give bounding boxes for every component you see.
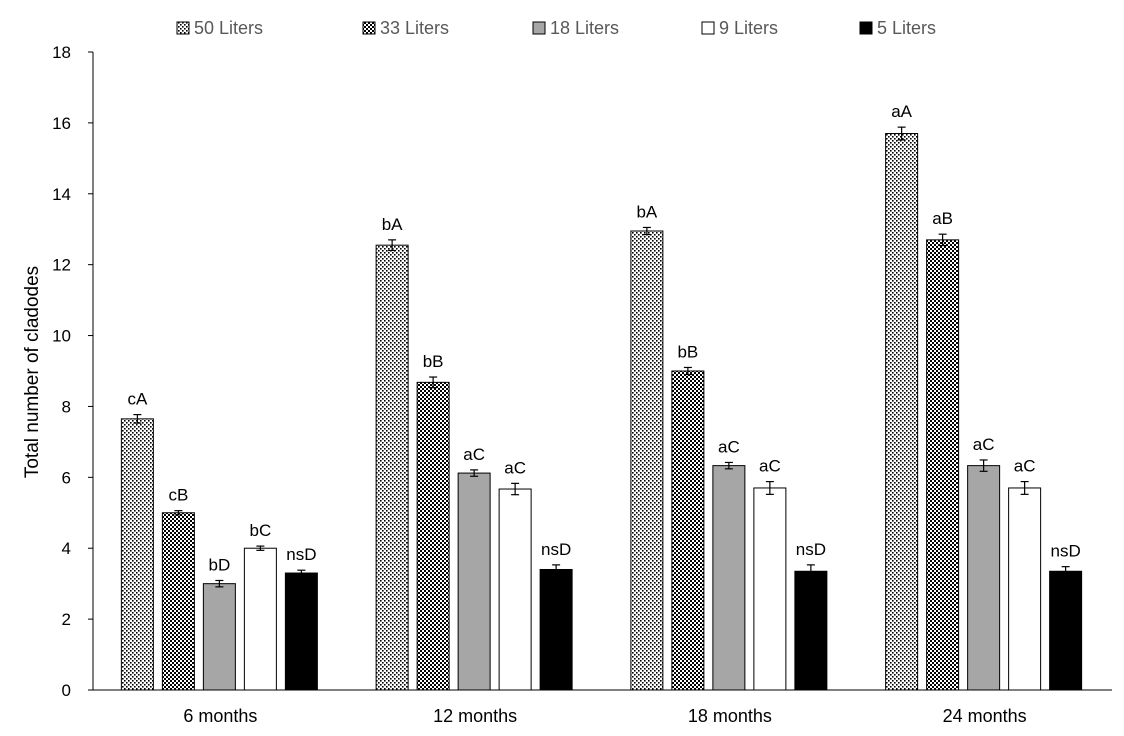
data-label: aC	[718, 437, 740, 456]
bar-5-liters-6-months	[284, 572, 318, 691]
data-label: cB	[168, 486, 188, 505]
data-label: nsD	[541, 540, 571, 559]
y-tick-label: 6	[62, 468, 71, 487]
data-label: bA	[636, 202, 657, 221]
data-label: aC	[463, 445, 485, 464]
bar-33-liters-24-months	[926, 239, 960, 691]
x-axis-ticks: 6 months 12 months 18 months 24 months	[183, 706, 1026, 726]
bar-33-liters-12-months	[416, 381, 450, 691]
bar-9-liters-18-months	[753, 487, 787, 691]
data-label: nsD	[1051, 542, 1081, 561]
y-tick-label: 8	[62, 397, 71, 416]
legend-swatch-18-liters	[532, 21, 546, 35]
data-label: aC	[759, 457, 781, 476]
legend-swatch-9-liters	[701, 21, 715, 35]
legend: 50 Liters 33 Liters 18 Liters 9 Liters 5 Lit…	[176, 18, 936, 38]
legend-label-9-liters: 9 Liters	[719, 18, 778, 38]
data-label: bD	[209, 555, 231, 574]
data-label: aC	[973, 435, 995, 454]
bar-5-liters-24-months	[1049, 570, 1083, 691]
y-tick-label: 12	[52, 256, 71, 275]
legend-label-50-liters: 50 Liters	[194, 18, 263, 38]
y-tick-label: 2	[62, 610, 71, 629]
legend-swatch-5-liters	[859, 21, 873, 35]
data-label: aB	[932, 209, 953, 228]
legend-swatch-33-liters	[362, 21, 376, 35]
bar-18-liters-24-months	[967, 465, 1001, 691]
y-tick-label: 0	[62, 681, 71, 700]
bars: cA cB bD bC nsD bA bB aC aC nsD bA bB aC aC nsD aA aB aC a…	[120, 102, 1083, 691]
bar-5-liters-12-months	[539, 568, 573, 691]
data-label: cA	[127, 390, 148, 409]
y-tick-label: 16	[52, 114, 71, 133]
bar-18-liters-6-months	[202, 583, 236, 691]
x-tick-label: 18 months	[688, 706, 772, 726]
bar-18-liters-18-months	[712, 465, 746, 691]
bar-9-liters-6-months	[243, 547, 277, 691]
bar-50-liters-6-months	[120, 418, 154, 691]
legend-label-33-liters: 33 Liters	[380, 18, 449, 38]
x-tick-label: 24 months	[943, 706, 1027, 726]
data-label: bB	[677, 342, 698, 361]
y-tick-label: 10	[52, 327, 71, 346]
data-label: nsD	[796, 540, 826, 559]
y-tick-label: 4	[62, 539, 71, 558]
bar-50-liters-12-months	[375, 244, 409, 691]
data-label: bA	[382, 215, 403, 234]
x-tick-label: 6 months	[183, 706, 257, 726]
y-axis-title: Total number of cladodes	[22, 266, 43, 478]
legend-label-5-liters: 5 Liters	[877, 18, 936, 38]
bar-9-liters-24-months	[1008, 487, 1042, 691]
bar-18-liters-12-months	[457, 472, 491, 691]
bar-33-liters-6-months	[161, 512, 195, 691]
y-tick-label: 18	[52, 43, 71, 62]
bar-5-liters-18-months	[794, 570, 828, 691]
bar-33-liters-18-months	[671, 370, 705, 691]
data-label: bC	[250, 521, 272, 540]
data-label: nsD	[286, 545, 316, 564]
data-label: bB	[423, 352, 444, 371]
data-label: aC	[1014, 457, 1036, 476]
data-label: aA	[891, 102, 912, 121]
legend-label-18-liters: 18 Liters	[550, 18, 619, 38]
legend-swatch-50-liters	[176, 21, 190, 35]
bar-50-liters-24-months	[885, 133, 919, 691]
bar-50-liters-18-months	[630, 230, 664, 691]
data-label: aC	[504, 458, 526, 477]
y-axis-ticks: 0 2 4 6 8 10 12 14 16 18	[52, 43, 93, 700]
y-tick-label: 14	[52, 185, 71, 204]
x-tick-label: 12 months	[433, 706, 517, 726]
bar-9-liters-12-months	[498, 488, 532, 691]
